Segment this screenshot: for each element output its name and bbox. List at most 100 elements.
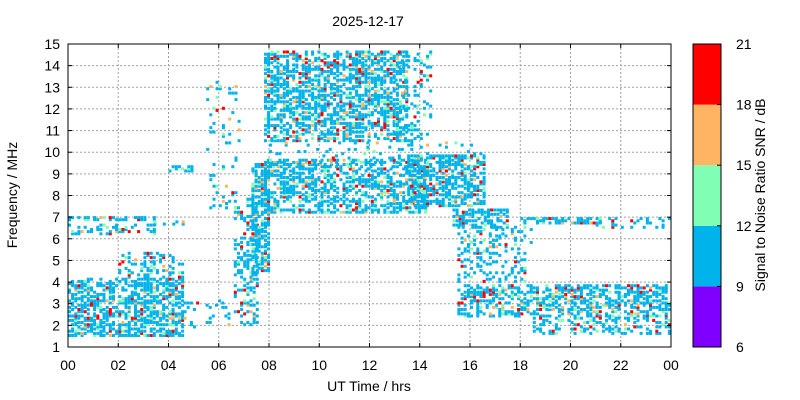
snr-cell [419, 132, 423, 136]
snr-cell [206, 98, 210, 102]
snr-cell [361, 117, 365, 121]
snr-cell [304, 210, 308, 214]
snr-cell [292, 100, 296, 104]
snr-cell [251, 256, 255, 260]
snr-cell [108, 230, 112, 234]
snr-cell [276, 165, 280, 169]
snr-cell [80, 279, 84, 283]
snr-cell [377, 95, 380, 99]
snr-cell [336, 119, 340, 123]
snr-cell [426, 152, 429, 156]
snr-cell [240, 215, 244, 218]
snr-cell [473, 167, 477, 171]
snr-cell [410, 193, 414, 197]
snr-cell [292, 113, 296, 117]
snr-cell [254, 256, 258, 260]
snr-cell [380, 113, 384, 117]
snr-cell [429, 189, 433, 192]
snr-cell [479, 264, 483, 268]
snr-cell [105, 331, 109, 335]
snr-cell [438, 167, 442, 171]
snr-cell [112, 299, 115, 303]
snr-cell [289, 163, 293, 166]
snr-cell [617, 314, 621, 318]
snr-cell [270, 87, 274, 91]
snr-cell [286, 50, 289, 54]
snr-cell [605, 284, 608, 288]
snr-cell [380, 169, 384, 173]
snr-cell [342, 193, 346, 197]
snr-cell [361, 63, 365, 67]
snr-cell [118, 269, 122, 273]
snr-cell [548, 331, 552, 335]
snr-cell [514, 256, 517, 260]
snr-cell [649, 288, 652, 292]
snr-cell [304, 106, 308, 110]
snr-cell [564, 284, 568, 288]
snr-cell [386, 74, 390, 78]
snr-cell [380, 80, 384, 84]
snr-cell [146, 301, 150, 305]
snr-cell [413, 180, 417, 184]
snr-cell [77, 290, 81, 294]
snr-cell [422, 167, 426, 171]
snr-cell [649, 314, 652, 318]
snr-cell [260, 262, 264, 266]
snr-cell [267, 189, 271, 192]
snr-cell [514, 238, 517, 242]
snr-cell [413, 191, 417, 195]
snr-cell [429, 176, 433, 179]
snr-cell [383, 80, 387, 84]
snr-cell [90, 286, 93, 290]
snr-cell [254, 189, 258, 192]
snr-cell [134, 314, 137, 318]
snr-cell [311, 67, 315, 71]
snr-cell [96, 282, 100, 286]
snr-cell [99, 305, 103, 309]
snr-cell [410, 202, 414, 205]
snr-cell [99, 223, 103, 227]
snr-cell [134, 292, 137, 296]
snr-cell [267, 269, 271, 273]
snr-cell [554, 221, 558, 225]
snr-cell [567, 288, 571, 292]
snr-cell [96, 292, 100, 296]
snr-cell [429, 169, 433, 173]
snr-cell [320, 98, 324, 102]
snr-cell [466, 186, 470, 190]
snr-cell [292, 87, 296, 91]
snr-cell [134, 303, 137, 307]
snr-cell [127, 321, 131, 324]
snr-cell [504, 292, 508, 296]
snr-cell [557, 288, 561, 292]
snr-cell [155, 271, 159, 275]
snr-cell [370, 70, 374, 73]
snr-cell [579, 299, 583, 303]
snr-cell [80, 310, 84, 314]
snr-cell [270, 52, 274, 56]
snr-cell [301, 100, 305, 104]
snr-cell [351, 76, 355, 80]
snr-cell [317, 65, 321, 69]
snr-cell [523, 292, 527, 296]
snr-cell [246, 204, 250, 208]
snr-cell [267, 202, 271, 205]
snr-cell [658, 325, 662, 329]
snr-cell [323, 70, 327, 73]
snr-cell [342, 111, 346, 115]
snr-cell [405, 206, 409, 210]
snr-cell [314, 87, 318, 91]
snr-cell [304, 85, 308, 89]
snr-cell [576, 219, 580, 223]
snr-cell [355, 124, 359, 128]
snr-cell [276, 78, 280, 82]
snr-cell [143, 262, 147, 266]
snr-cell [342, 189, 346, 192]
snr-cell [554, 316, 558, 320]
snr-cell [174, 286, 178, 290]
snr-cell [221, 167, 225, 171]
snr-cell [360, 165, 364, 169]
snr-cell [270, 100, 274, 104]
snr-cell [124, 277, 128, 281]
